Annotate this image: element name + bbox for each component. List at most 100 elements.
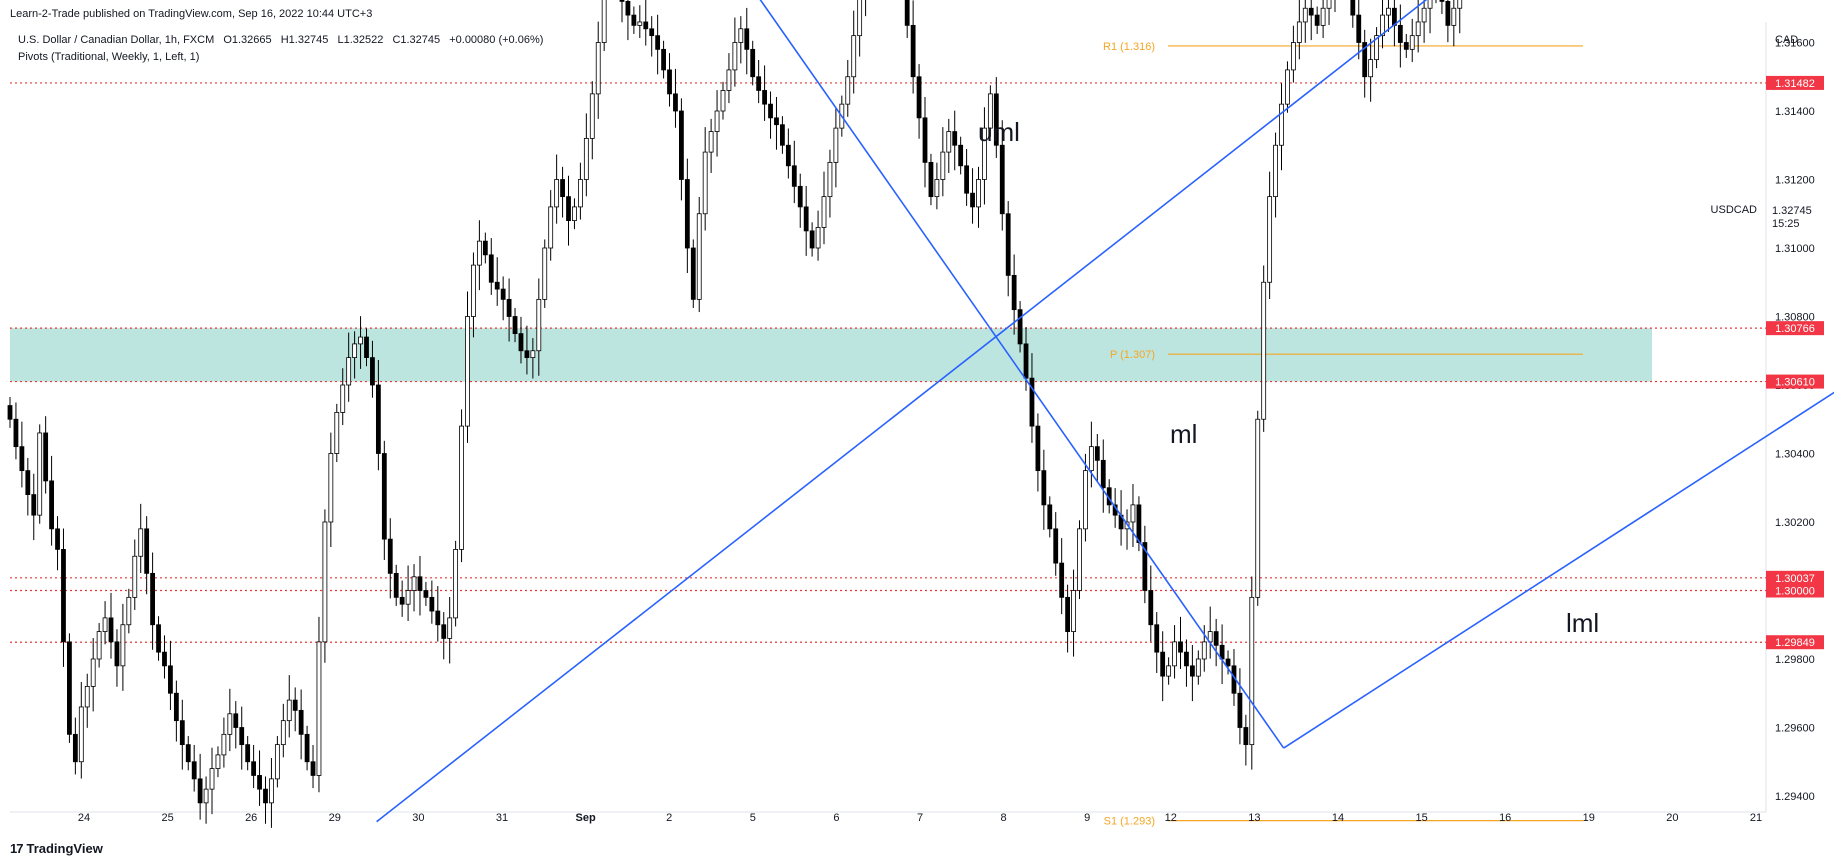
candle-body (1314, 14, 1320, 26)
candle-body (566, 196, 571, 222)
candle-body (286, 699, 292, 722)
candle-body (583, 137, 589, 180)
candle-body (381, 453, 387, 540)
candle-body (375, 384, 381, 454)
candle-body (405, 590, 411, 605)
y-tick-label: 1.29800 (1775, 654, 1815, 666)
candle-body (1302, 7, 1308, 23)
ohlc-close: C1.32745 (392, 34, 441, 46)
y-tick-label: 1.31000 (1775, 243, 1815, 255)
candle-body (482, 240, 488, 256)
candle-body (322, 521, 328, 643)
candle-body (714, 110, 720, 132)
candle-body (197, 778, 203, 804)
candle-body (845, 76, 851, 105)
candle-body (952, 131, 958, 146)
brand-name: TradingView (26, 841, 103, 856)
candle-body (1267, 196, 1273, 283)
candle-body (429, 596, 435, 612)
candle-body (619, 0, 625, 2)
candle-body (393, 572, 399, 598)
level-badge (1766, 583, 1824, 598)
candle-body (1225, 658, 1231, 667)
candle-body (263, 788, 268, 804)
candle-body (637, 21, 643, 26)
candle-body (572, 206, 577, 221)
ohlc-open: O1.32665 (223, 34, 272, 46)
candle-body (690, 247, 696, 300)
candle-body (156, 624, 161, 653)
candle-body (459, 425, 464, 550)
candle-body (31, 494, 37, 516)
candle-body (72, 733, 78, 763)
candle-body (851, 35, 857, 78)
candle-body (1178, 641, 1183, 653)
currency-label: CAD (1775, 34, 1799, 46)
candle-body (1065, 596, 1071, 632)
candle-body (661, 48, 666, 71)
candle-body (1451, 7, 1457, 26)
candle-body (203, 788, 209, 804)
candle-body (126, 596, 132, 626)
candle-body (488, 254, 494, 283)
candle-body (280, 720, 286, 746)
pitchfork-handle (759, 0, 1285, 749)
candle-body (239, 727, 245, 746)
candle-body (643, 21, 649, 30)
symbol-name[interactable]: U.S. Dollar / Canadian Dollar, 1h, FXCM (18, 34, 215, 46)
y-tick-label: 1.29400 (1775, 791, 1815, 803)
level-badge (1766, 75, 1824, 90)
candle-body (589, 93, 595, 139)
candle-body (49, 480, 54, 530)
candle-body (274, 744, 280, 780)
candle-body (1029, 377, 1035, 427)
candle-body (560, 179, 565, 198)
indicator-legend[interactable]: Pivots (Traditional, Weekly, 1, Left, 1) (18, 51, 200, 63)
candle-body (61, 549, 66, 643)
candle-body (536, 298, 542, 352)
candle-body (542, 247, 548, 300)
candle-body (251, 761, 257, 776)
candle-body (1457, 0, 1463, 9)
candle-body (1094, 446, 1100, 461)
x-tick-label: 6 (833, 812, 839, 824)
tradingview-brand[interactable]: 17 TradingView (10, 841, 103, 856)
x-tick-label: 15 (1415, 812, 1427, 824)
x-tick-label: 29 (329, 812, 341, 824)
candle-body (150, 572, 155, 626)
candle-body (554, 179, 560, 208)
candle-body (1261, 281, 1267, 420)
candle-body (494, 281, 500, 290)
candle-body (1415, 21, 1421, 37)
candle-body (1005, 213, 1011, 276)
candle-body (96, 631, 102, 660)
x-tick-label: 21 (1750, 812, 1762, 824)
candle-body (910, 24, 916, 78)
candle-body (1427, 0, 1433, 9)
candle-body (964, 165, 970, 194)
candle-body (815, 227, 821, 249)
candle-body (1077, 528, 1082, 591)
pivot-label: S1 (1.293) (1104, 816, 1155, 828)
candle-body (1326, 0, 1332, 9)
candle-body (726, 69, 732, 91)
candle-body (1136, 504, 1142, 543)
last-price-label: 1.32745 (1772, 205, 1812, 217)
candle-body (1189, 665, 1195, 677)
candle-body (601, 0, 607, 43)
candle-body (940, 151, 946, 180)
candle-body (1184, 651, 1189, 667)
candle-body (970, 192, 975, 208)
candle-body (934, 179, 940, 198)
candle-body (191, 761, 197, 780)
candle-body (684, 179, 690, 249)
candle-body (756, 76, 762, 91)
candle-body (679, 110, 684, 180)
candle-body (738, 28, 744, 43)
level-badge-label: 1.31482 (1775, 78, 1815, 90)
candle-body (340, 384, 346, 413)
candle-body (37, 432, 43, 516)
y-tick-label: 1.30400 (1775, 449, 1815, 461)
candle-body (25, 470, 31, 496)
